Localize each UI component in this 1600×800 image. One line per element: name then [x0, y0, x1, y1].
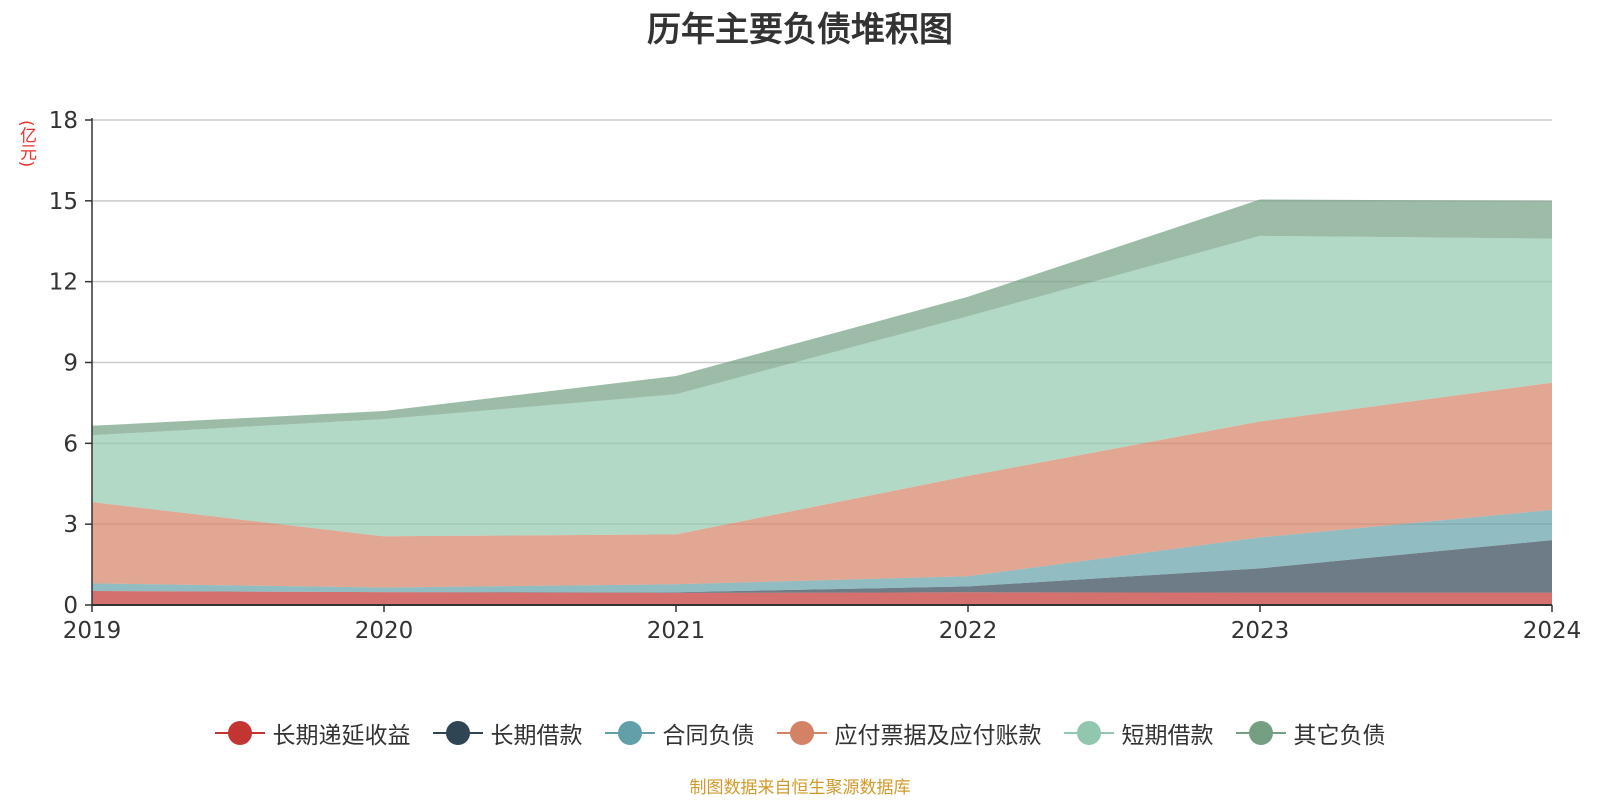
- legend-item[interactable]: 长期递延收益: [214, 716, 411, 750]
- y-tick-label: 0: [63, 593, 78, 619]
- legend-label: 长期递延收益: [272, 723, 411, 749]
- y-tick-label: 15: [49, 189, 78, 215]
- stacked-area-chart: 0 3 6 9 12 15 18 2019 2020 2021 2022 2023 2024: [49, 108, 1582, 644]
- legend-item[interactable]: 合同负债: [604, 716, 755, 750]
- legend-marker-icon: [214, 720, 265, 746]
- y-tick-label: 12: [49, 270, 78, 296]
- legend-label: 应付票据及应付账款: [834, 723, 1042, 749]
- y-tick-label: 6: [63, 431, 78, 457]
- legend-item[interactable]: 其它负债: [1235, 716, 1386, 750]
- legend-marker-icon: [1235, 720, 1286, 746]
- area-series-4: [92, 235, 1552, 537]
- area-series-2: [92, 509, 1552, 593]
- y-tick-label: 18: [49, 108, 78, 134]
- y-axis-unit-label: (亿元): [16, 120, 36, 168]
- x-tick-label: 2019: [63, 618, 122, 644]
- x-tick-label: 2021: [647, 618, 706, 644]
- legend-marker-icon: [432, 720, 483, 746]
- area-series-3: [92, 382, 1552, 588]
- area-series-1: [92, 540, 1552, 593]
- area-series-5: [92, 199, 1552, 436]
- chart-legend: 长期递延收益 长期借款 合同负债 应付票据及应付账款 短期借款 其它负债: [0, 716, 1600, 750]
- x-tick-label: 2024: [1523, 618, 1582, 644]
- x-tick-label: 2020: [355, 618, 414, 644]
- legend-label: 短期借款: [1121, 723, 1214, 749]
- legend-marker-icon: [604, 720, 655, 746]
- legend-marker-icon: [1063, 720, 1114, 746]
- legend-item[interactable]: 短期借款: [1063, 716, 1214, 750]
- y-tick-label: 3: [63, 512, 78, 538]
- chart-title: 历年主要负债堆积图: [647, 10, 953, 50]
- y-tick-label: 9: [63, 351, 78, 377]
- axes: 0 3 6 9 12 15 18 2019 2020 2021 2022 2023 2024: [49, 108, 1582, 644]
- x-tick-label: 2023: [1231, 618, 1290, 644]
- legend-label: 其它负债: [1293, 723, 1386, 749]
- legend-marker-icon: [776, 720, 827, 746]
- area-series: [92, 199, 1552, 605]
- legend-label: 长期借款: [490, 723, 583, 749]
- source-note: 制图数据来自恒生聚源数据库: [689, 778, 911, 798]
- legend-item[interactable]: 长期借款: [432, 716, 583, 750]
- legend-item[interactable]: 应付票据及应付账款: [776, 716, 1042, 750]
- legend-label: 合同负债: [662, 723, 755, 749]
- x-tick-label: 2022: [939, 618, 998, 644]
- area-series-0: [92, 591, 1552, 605]
